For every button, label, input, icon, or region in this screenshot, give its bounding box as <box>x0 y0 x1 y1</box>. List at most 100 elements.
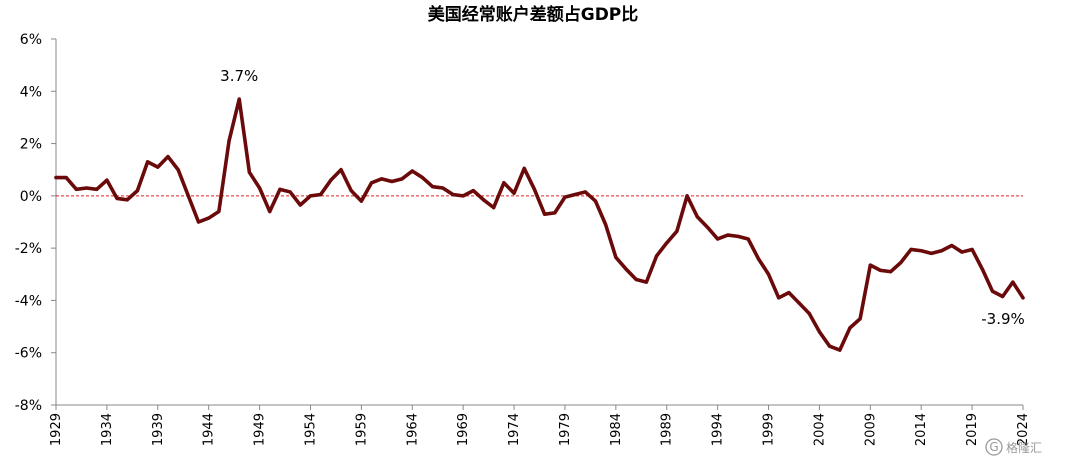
x-tick-label: 1964 <box>405 413 420 446</box>
data-point <box>319 192 323 197</box>
watermark-logo-glyph: G <box>989 440 998 454</box>
data-point <box>848 326 852 330</box>
y-tick-label: 6% <box>20 32 42 48</box>
data-point <box>186 194 190 198</box>
data-point <box>369 181 374 185</box>
series-line <box>54 97 1025 352</box>
watermark-text: 格隆汇 <box>1006 440 1042 455</box>
data-point <box>929 251 933 255</box>
data-point <box>247 170 251 174</box>
data-point <box>135 189 140 193</box>
data-point <box>624 267 628 271</box>
data-point <box>756 257 760 261</box>
data-point <box>716 237 720 241</box>
data-point <box>614 255 618 259</box>
data-point <box>532 187 537 191</box>
y-tick-label: 4% <box>20 84 42 100</box>
data-point <box>166 155 170 159</box>
data-point <box>1011 280 1015 284</box>
data-point <box>899 260 903 265</box>
data-point <box>736 234 740 238</box>
data-point <box>512 191 516 195</box>
data-point <box>84 186 89 190</box>
x-tick-label: 2014 <box>914 413 929 446</box>
x-tick-label: 1979 <box>558 413 573 446</box>
y-tick-label: -2% <box>15 241 42 257</box>
data-point <box>807 311 811 316</box>
data-point <box>339 168 343 172</box>
data-point <box>156 165 160 169</box>
data-point <box>960 250 964 254</box>
data-point <box>766 272 771 276</box>
data-point <box>797 301 801 305</box>
data-point <box>54 175 58 180</box>
series-points <box>54 97 1025 352</box>
data-point <box>553 211 557 215</box>
data-point <box>838 348 842 352</box>
data-point <box>939 249 944 253</box>
data-point <box>970 247 974 252</box>
data-point <box>695 215 699 219</box>
data-point <box>298 203 302 207</box>
data-point <box>909 247 913 252</box>
data-point <box>64 175 68 180</box>
data-point <box>74 187 78 191</box>
data-annotations: 3.7% -3.9% <box>220 67 1025 328</box>
data-point <box>288 190 292 194</box>
data-point <box>878 268 883 272</box>
data-point <box>227 139 231 143</box>
data-point <box>675 229 679 233</box>
x-tick-label: 1954 <box>303 413 318 446</box>
data-point <box>1021 296 1025 300</box>
data-point <box>492 206 496 210</box>
data-point <box>919 249 923 253</box>
data-point <box>634 277 638 282</box>
data-label: 3.7% <box>220 67 258 85</box>
data-point <box>604 223 608 227</box>
data-point <box>329 178 333 182</box>
data-point <box>196 220 201 224</box>
data-label: -3.9% <box>981 310 1025 328</box>
data-point <box>726 233 730 237</box>
data-point <box>644 280 648 284</box>
x-tick-label: 1969 <box>456 413 471 446</box>
data-point <box>105 178 109 182</box>
x-tick-label: 1929 <box>49 413 64 446</box>
data-point <box>349 189 353 193</box>
chart-title: 美国经常账户差额占GDP比 <box>428 4 639 25</box>
data-point <box>95 187 99 191</box>
x-tick-label: 1959 <box>354 413 369 446</box>
data-point <box>817 330 822 334</box>
data-point <box>431 185 435 189</box>
data-point <box>573 192 577 197</box>
x-tick-label: 1974 <box>507 413 522 446</box>
data-point <box>268 209 272 214</box>
data-point <box>685 194 689 198</box>
data-point <box>593 199 598 203</box>
x-tick-label: 2019 <box>965 413 980 446</box>
data-point <box>665 241 669 245</box>
data-point <box>380 177 384 181</box>
data-point <box>359 199 363 203</box>
x-tick-label: 2009 <box>863 413 878 446</box>
data-point <box>410 169 414 173</box>
data-point <box>237 97 241 101</box>
data-point <box>950 243 954 248</box>
data-point <box>787 290 791 295</box>
data-point <box>654 254 659 258</box>
data-point <box>400 177 404 181</box>
data-point <box>522 166 526 171</box>
data-point <box>115 196 119 201</box>
x-tick-label: 1944 <box>202 413 217 446</box>
data-point <box>390 179 394 184</box>
x-tick-label: 1939 <box>151 413 166 446</box>
data-point <box>308 194 313 198</box>
x-tick-label: 1999 <box>762 413 777 446</box>
y-axis-tick-labels: 6% 4% 2% 0% -2% -4% -6% -8% <box>15 32 42 414</box>
data-point <box>217 209 221 214</box>
y-tick-label: 2% <box>20 137 42 153</box>
y-tick-label: -8% <box>15 398 42 414</box>
y-tick-label: 0% <box>20 189 42 205</box>
data-point <box>502 181 506 185</box>
x-tick-label: 1994 <box>711 413 726 446</box>
